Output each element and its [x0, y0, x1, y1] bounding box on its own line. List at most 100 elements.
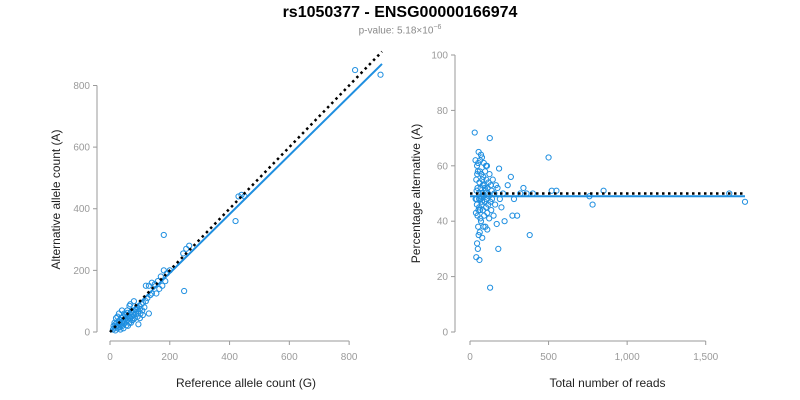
right-data-point [474, 245, 481, 252]
left-y-tick-label: 400 [73, 204, 90, 215]
left-data-point [118, 322, 125, 329]
left-x-tick-label: 400 [221, 352, 238, 363]
right-data-point [507, 173, 514, 180]
right-data-point [482, 162, 490, 169]
left-data-point [148, 279, 155, 286]
right-data-point [473, 240, 481, 247]
left-data-point [235, 193, 242, 200]
left-data-point [160, 267, 167, 274]
left-panel: 0 200 400 600 800 0 200 400 600 800 Reference alle… [49, 50, 384, 390]
right-data-point [489, 176, 496, 183]
pvalue-text: p-value: 5.18×10 [358, 25, 434, 37]
right-data-point [487, 284, 494, 291]
left-fit-line [109, 63, 383, 333]
left-data-point [183, 245, 190, 252]
left-data-point [181, 287, 188, 295]
right-data-point [501, 218, 508, 225]
right-data-point [475, 207, 482, 214]
left-data-point [114, 313, 121, 320]
right-data-point [473, 201, 481, 208]
right-data-point [504, 182, 511, 189]
right-data-point [514, 212, 521, 219]
chart-title: rs1050377 - ENSG00000166974 [282, 4, 518, 21]
chart-subtitle: p-value: 5.18×10−6 [0, 24, 800, 36]
right-data-point [475, 223, 482, 230]
right-data-point [476, 229, 483, 236]
left-reference-line [109, 50, 383, 333]
right-data-point [474, 184, 481, 192]
left-data-point [186, 242, 193, 249]
left-data-point [153, 290, 160, 297]
right-data-point [475, 159, 482, 167]
right-data-point [486, 135, 493, 142]
right-data-point [545, 154, 552, 161]
right-data-point [490, 212, 497, 219]
right-data-point [486, 215, 493, 222]
right-data-point [471, 129, 478, 136]
right-data-point [484, 226, 491, 233]
left-data-point [135, 321, 142, 328]
right-data-point [494, 184, 501, 192]
right-data-point [492, 201, 499, 208]
left-data-point [351, 66, 359, 74]
left-data-point [142, 298, 149, 305]
left-data-point [130, 298, 138, 305]
right-data-point [478, 154, 486, 161]
right-data-point [488, 207, 495, 214]
right-y-tick-label: 80 [437, 106, 449, 117]
left-data-point [145, 310, 152, 317]
left-x-tick-label: 600 [281, 352, 298, 363]
left-data-point [127, 301, 134, 308]
left-data-point [232, 217, 239, 225]
left-data-point [377, 71, 384, 78]
right-x-tick-label: 500 [540, 352, 557, 363]
right-data-point [476, 256, 483, 264]
right-data-point [495, 245, 502, 252]
right-data-point [479, 176, 486, 183]
right-y-axis-title: Percentage alternative (A) [409, 124, 423, 263]
pvalue-exponent: −6 [433, 24, 442, 31]
right-data-point [495, 165, 503, 172]
left-data-point [111, 319, 118, 326]
left-y-tick-label: 800 [73, 81, 90, 92]
right-y-tick-label: 60 [437, 161, 449, 172]
right-data-point [477, 151, 485, 158]
left-data-point [156, 285, 163, 292]
right-data-point [520, 184, 527, 192]
right-data-point [481, 184, 488, 192]
left-data-point [130, 316, 137, 323]
left-x-axis-title: Reference allele count (G) [176, 376, 316, 390]
right-data-point [476, 168, 483, 175]
right-data-point [479, 234, 486, 241]
left-y-axis-title: Alternative allele count (A) [49, 129, 63, 269]
right-x-tick-label: 1,500 [693, 352, 718, 363]
left-x-tick-label: 800 [341, 352, 358, 363]
left-y-tick-label: 600 [73, 143, 90, 154]
right-data-point [475, 231, 482, 239]
right-y-tick-label: 0 [442, 328, 448, 339]
right-x-axis-title: Total number of reads [549, 376, 665, 390]
left-data-point [160, 231, 167, 239]
left-y-tick-label: 200 [73, 266, 90, 277]
left-x-tick-label: 0 [107, 352, 113, 363]
right-data-point [526, 231, 533, 239]
left-y-tick-label: 0 [84, 328, 90, 339]
right-x-tick-label: 0 [467, 352, 473, 363]
right-y-tick-label: 100 [431, 51, 448, 62]
left-data-point [139, 311, 146, 319]
right-data-point [486, 171, 493, 178]
left-data-point [142, 282, 149, 289]
right-y-tick-label: 20 [437, 272, 449, 283]
right-y-tick-label: 40 [437, 217, 449, 228]
right-data-point [493, 220, 500, 228]
title-block: rs1050377 - ENSG00000166974 p-value: 5.1… [0, 4, 800, 36]
right-panel: 0 500 1,000 1,500 0 20 40 60 80 100 Total number o… [409, 51, 749, 390]
right-data-point [477, 215, 484, 222]
right-data-point [589, 201, 596, 208]
right-data-point [498, 204, 505, 211]
right-data-point [741, 198, 749, 205]
left-data-point [141, 304, 148, 311]
right-data-point [477, 218, 485, 225]
right-x-tick-label: 1,000 [615, 352, 640, 363]
